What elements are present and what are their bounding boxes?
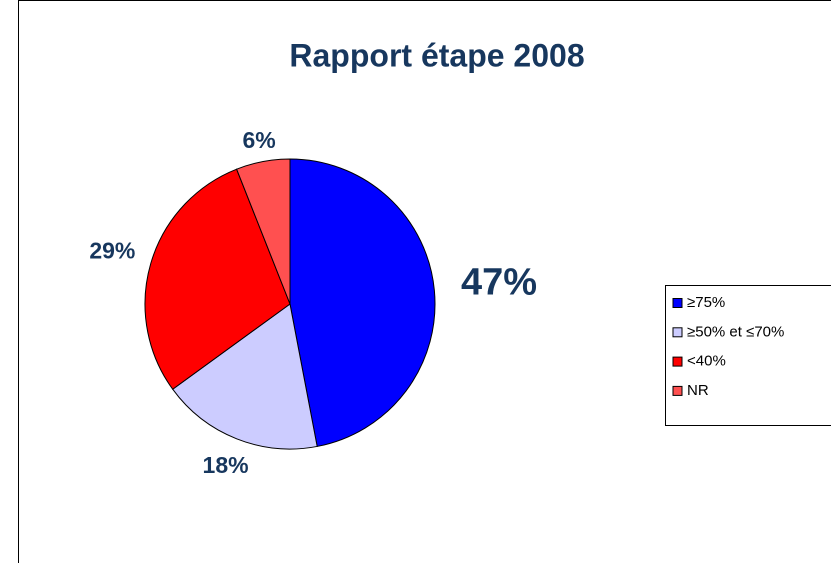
legend-swatch bbox=[672, 327, 683, 338]
data-label: 29% bbox=[89, 237, 135, 263]
data-label: 6% bbox=[242, 127, 275, 153]
data-label: 47% bbox=[461, 261, 537, 303]
pie-slice bbox=[235, 158, 291, 305]
data-label: 18% bbox=[203, 452, 249, 478]
pie-slice bbox=[144, 168, 291, 390]
legend-label: NR bbox=[687, 382, 709, 399]
legend-box bbox=[665, 285, 831, 426]
legend-swatch bbox=[672, 356, 683, 367]
legend-swatch bbox=[672, 385, 683, 396]
chart-title: Rapport étape 2008 bbox=[289, 37, 584, 73]
legend-label: ≥50% et ≤70% bbox=[687, 323, 784, 340]
legend-label: ≥75% bbox=[687, 294, 725, 311]
legend-swatch bbox=[672, 298, 683, 308]
pie-slice bbox=[171, 303, 318, 450]
pie-slice bbox=[289, 158, 436, 448]
legend-label: <40% bbox=[687, 353, 726, 370]
